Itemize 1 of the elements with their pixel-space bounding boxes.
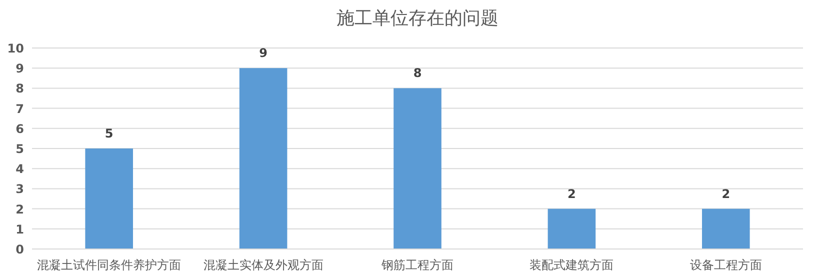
title: 施工单位存在的问题 [336,8,498,29]
